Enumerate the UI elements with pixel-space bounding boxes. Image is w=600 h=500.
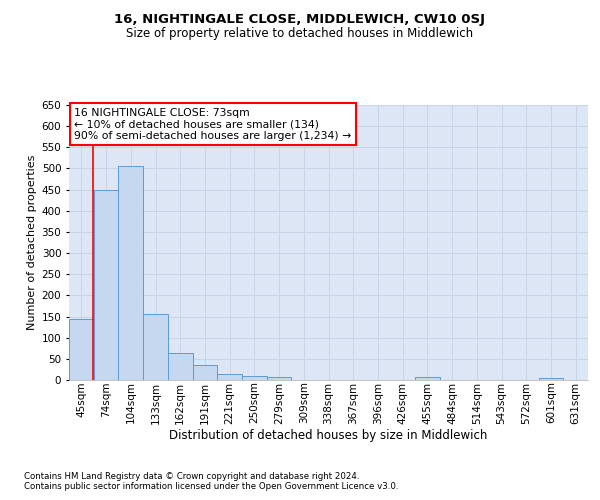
X-axis label: Distribution of detached houses by size in Middlewich: Distribution of detached houses by size …: [169, 429, 488, 442]
Y-axis label: Number of detached properties: Number of detached properties: [28, 155, 37, 330]
Text: Size of property relative to detached houses in Middlewich: Size of property relative to detached ho…: [127, 28, 473, 40]
Bar: [94, 190, 118, 380]
Bar: [415, 376, 440, 380]
Bar: [143, 314, 168, 380]
Bar: [69, 318, 94, 380]
Bar: [267, 376, 292, 380]
Text: Contains public sector information licensed under the Open Government Licence v3: Contains public sector information licen…: [24, 482, 398, 491]
Bar: [539, 378, 563, 380]
Text: 16, NIGHTINGALE CLOSE, MIDDLEWICH, CW10 0SJ: 16, NIGHTINGALE CLOSE, MIDDLEWICH, CW10 …: [115, 12, 485, 26]
Bar: [217, 374, 242, 380]
Bar: [118, 166, 143, 380]
Bar: [193, 365, 217, 380]
Text: Contains HM Land Registry data © Crown copyright and database right 2024.: Contains HM Land Registry data © Crown c…: [24, 472, 359, 481]
Bar: [242, 376, 267, 380]
Text: 16 NIGHTINGALE CLOSE: 73sqm
← 10% of detached houses are smaller (134)
90% of se: 16 NIGHTINGALE CLOSE: 73sqm ← 10% of det…: [74, 108, 352, 141]
Bar: [168, 352, 193, 380]
